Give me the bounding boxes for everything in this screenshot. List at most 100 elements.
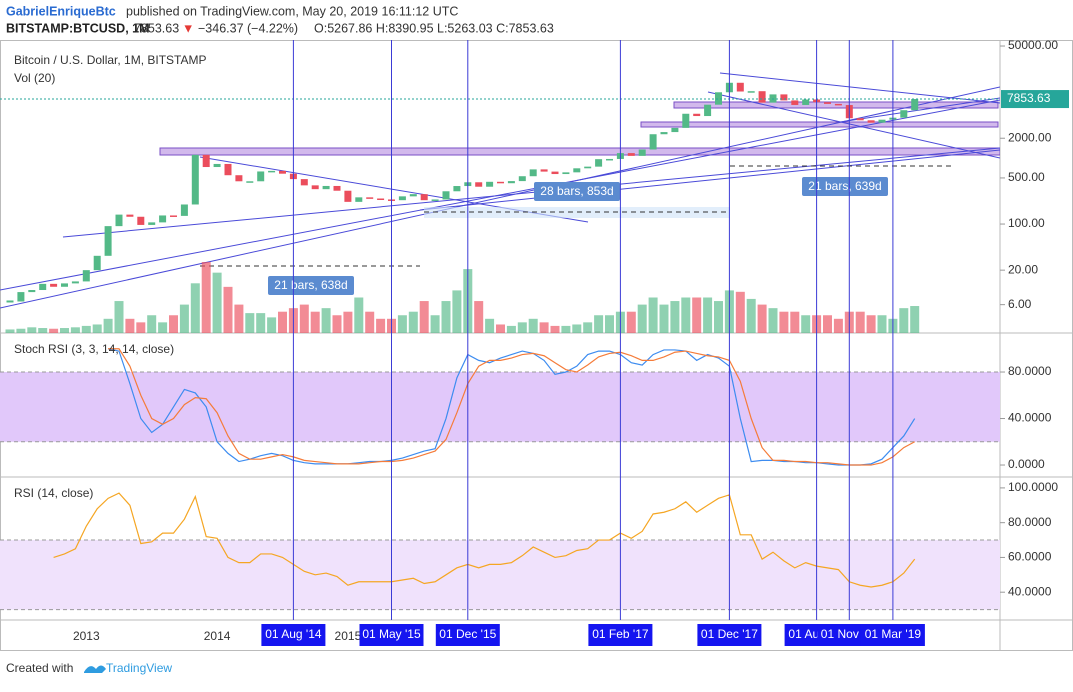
volume-bar	[626, 311, 636, 333]
volume-bar	[866, 315, 876, 333]
volume-bar	[899, 308, 909, 333]
candle	[802, 99, 810, 105]
candle	[202, 154, 210, 168]
volume-bar	[92, 324, 102, 333]
volume-bar	[496, 324, 505, 333]
volume-bar	[670, 301, 680, 333]
volume-bar	[637, 304, 647, 333]
footer-text: Created with	[6, 661, 73, 675]
annotation: 21 bars, 638d	[274, 278, 347, 292]
candle	[551, 171, 559, 175]
volume-bar	[714, 301, 723, 333]
volume-bar	[735, 291, 745, 333]
band	[0, 540, 1000, 610]
volume-bar	[376, 318, 386, 333]
volume-bar	[278, 311, 287, 333]
y-tick-label: 80.0000	[1008, 515, 1052, 529]
marker-label: 01 Aug '14	[265, 627, 322, 641]
x-tick-label: 2015	[335, 629, 362, 643]
volume-bar	[212, 272, 222, 333]
volume-bar	[408, 311, 418, 333]
candle	[159, 215, 167, 223]
candle	[736, 82, 744, 92]
price-label: 7853.63	[1007, 91, 1051, 105]
price-label-box	[1001, 90, 1069, 109]
annotation-box	[268, 276, 354, 295]
candle	[191, 154, 199, 205]
marker-label: 01 May '15	[362, 627, 421, 641]
volume-bar	[223, 286, 233, 333]
y-tick-label: 500.00	[1008, 170, 1045, 184]
candle	[170, 215, 177, 217]
volume-bar	[757, 304, 767, 333]
author[interactable]: GabrielEnriqueBtc	[6, 4, 116, 18]
volume-bar	[441, 301, 451, 333]
y-tick-label: 50000.00	[1008, 38, 1058, 52]
candle	[475, 182, 483, 187]
y-tick-label: 0.0000	[1008, 457, 1045, 471]
volume-bar	[256, 313, 266, 333]
y-tick-label: 40.0000	[1008, 584, 1052, 598]
candle	[377, 198, 385, 200]
footer-brand[interactable]: TradingView	[106, 661, 172, 675]
candle	[50, 283, 58, 287]
marker-label: 01 Mar '19	[865, 627, 922, 641]
candle	[704, 104, 712, 117]
volume-bar	[648, 297, 658, 333]
y-tick-label: 2000.00	[1008, 130, 1052, 144]
y-tick-label: 6.00	[1008, 297, 1032, 311]
volume-bar	[16, 328, 26, 333]
volume-bar	[561, 325, 571, 333]
volume-bar	[354, 297, 364, 333]
candle	[540, 169, 548, 172]
series-line	[107, 348, 916, 466]
candle	[431, 199, 439, 201]
volume-bar	[234, 304, 244, 333]
band	[0, 372, 1000, 442]
volume-bar	[877, 315, 887, 333]
volume-bar	[70, 327, 80, 333]
candle	[791, 100, 799, 105]
volume-bar	[136, 322, 146, 333]
candle	[126, 214, 134, 217]
marker-label: 01 Dec '15	[439, 627, 496, 641]
candle	[398, 196, 406, 201]
candle	[148, 222, 156, 225]
volume-bar	[419, 301, 429, 333]
candle	[279, 170, 286, 174]
marker-box	[697, 624, 762, 646]
volume-bar	[125, 318, 135, 333]
candle	[715, 92, 722, 105]
logo	[84, 665, 106, 673]
candle	[518, 176, 526, 182]
volume-bar	[659, 304, 669, 333]
candle	[115, 214, 123, 227]
candle	[834, 103, 842, 106]
volume-bar	[430, 315, 440, 333]
candle	[529, 169, 537, 177]
y-tick-label: 100.0000	[1008, 480, 1058, 494]
candle	[71, 281, 79, 284]
volume-bar	[703, 297, 713, 333]
volume-bar	[768, 308, 778, 333]
candle	[627, 153, 635, 156]
candle	[606, 158, 613, 161]
volume-bar	[801, 315, 811, 333]
candle	[900, 110, 908, 118]
candle	[747, 91, 755, 93]
marker-label: 01 Feb '17	[592, 627, 649, 641]
candle	[268, 170, 276, 173]
candle	[780, 94, 788, 101]
candle	[311, 185, 319, 190]
marker-box	[435, 624, 500, 646]
candle	[573, 168, 581, 173]
volume-bar	[81, 325, 91, 333]
change: −346.37 (−4.22%)	[198, 21, 298, 35]
volume-bar	[27, 327, 37, 333]
volume-bar	[310, 311, 320, 333]
stoch-title: Stoch RSI (3, 3, 14, 14, close)	[14, 342, 174, 356]
candle	[867, 120, 875, 123]
volume-bar	[779, 311, 789, 333]
candle	[878, 119, 886, 123]
